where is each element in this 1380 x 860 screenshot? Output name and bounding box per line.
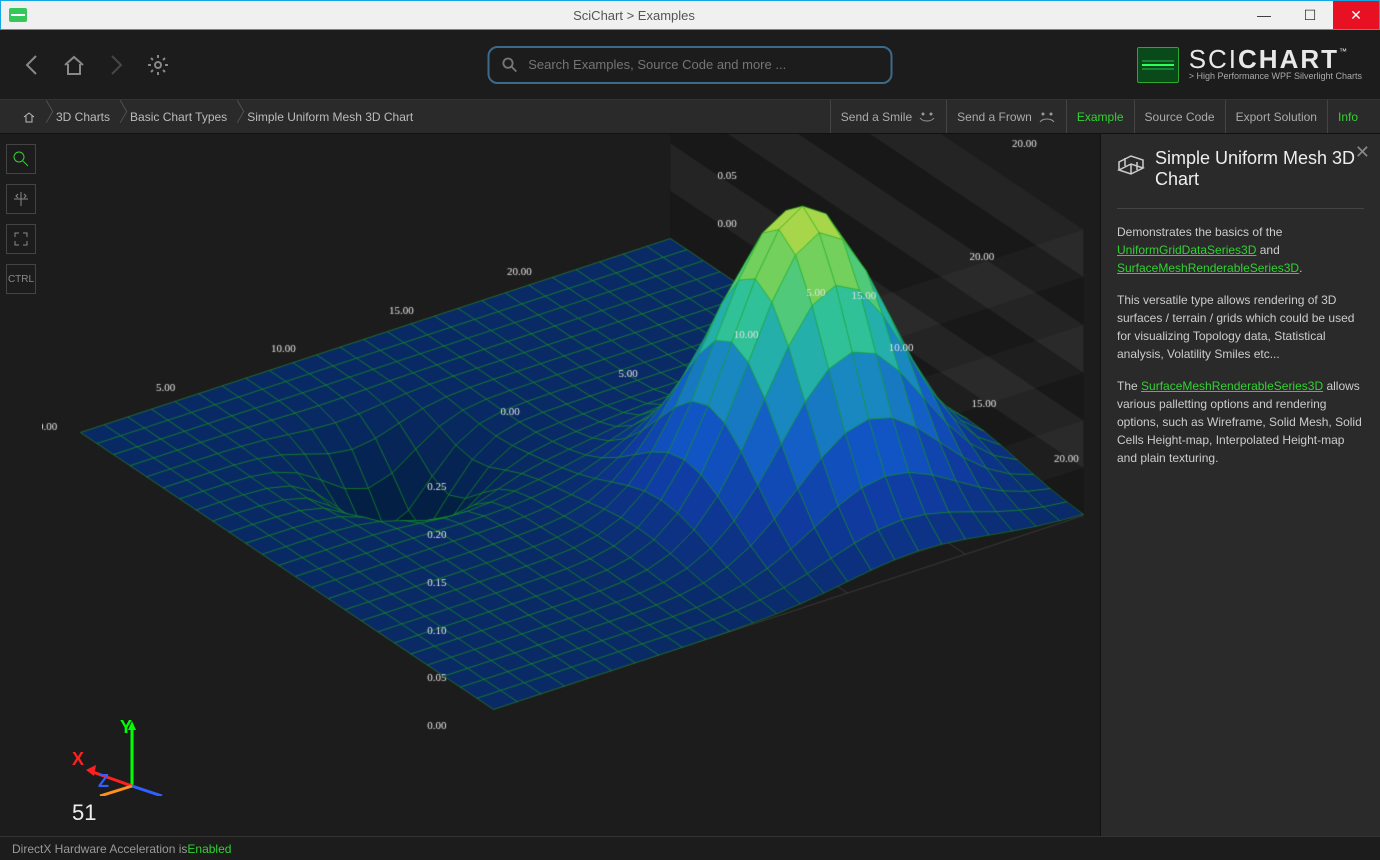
fps-counter: 51 bbox=[72, 800, 96, 826]
gizmo-z-label: Z bbox=[98, 771, 109, 792]
send-smile-button[interactable]: Send a Smile bbox=[830, 100, 946, 133]
send-frown-button[interactable]: Send a Frown bbox=[946, 100, 1066, 133]
titlebar: SciChart > Examples — ☐ ✕ bbox=[0, 0, 1380, 30]
main-toolbar: SCICHART™ > High Performance WPF Silverl… bbox=[0, 30, 1380, 100]
maximize-button[interactable]: ☐ bbox=[1287, 1, 1333, 29]
brand-tagline: > High Performance WPF Silverlight Chart… bbox=[1189, 71, 1362, 81]
home-button[interactable] bbox=[60, 51, 88, 79]
frown-icon bbox=[1038, 110, 1056, 124]
settings-button[interactable] bbox=[144, 51, 172, 79]
breadcrumb-bar: 3D Charts Basic Chart Types Simple Unifo… bbox=[0, 100, 1380, 134]
tab-export-solution[interactable]: Export Solution bbox=[1225, 100, 1327, 133]
tab-example[interactable]: Example bbox=[1066, 100, 1134, 133]
pan-tool[interactable] bbox=[6, 184, 36, 214]
status-prefix: DirectX Hardware Acceleration is bbox=[12, 842, 187, 856]
breadcrumb-item-0[interactable]: 3D Charts bbox=[46, 100, 120, 133]
smile-icon bbox=[918, 110, 936, 124]
info-title: Simple Uniform Mesh 3D Chart bbox=[1155, 148, 1364, 190]
breadcrumb-home[interactable] bbox=[12, 100, 46, 133]
app-icon bbox=[9, 8, 27, 22]
close-button[interactable]: ✕ bbox=[1333, 1, 1379, 29]
link-uniformgrid[interactable]: UniformGridDataSeries3D bbox=[1117, 243, 1256, 257]
gizmo-x-label: X bbox=[72, 749, 84, 770]
ctrl-modifier[interactable]: CTRL bbox=[6, 264, 36, 294]
info-p1: Demonstrates the basics of the UniformGr… bbox=[1117, 223, 1364, 277]
zoom-tool[interactable] bbox=[6, 144, 36, 174]
brand-text-bold: CHART bbox=[1238, 44, 1339, 74]
back-button[interactable] bbox=[18, 51, 46, 79]
brand-logo: SCICHART™ > High Performance WPF Silverl… bbox=[1137, 47, 1362, 83]
info-p2: This versatile type allows rendering of … bbox=[1117, 291, 1364, 363]
search-icon bbox=[502, 56, 519, 74]
window-title: SciChart > Examples bbox=[27, 8, 1241, 23]
link-surfacemesh[interactable]: SurfaceMeshRenderableSeries3D bbox=[1117, 261, 1299, 275]
fullscreen-tool[interactable] bbox=[6, 224, 36, 254]
breadcrumb-item-2[interactable]: Simple Uniform Mesh 3D Chart bbox=[237, 100, 423, 133]
search-box[interactable] bbox=[488, 46, 893, 84]
info-panel: ✕ Simple Uniform Mesh 3D Chart Demonstra… bbox=[1100, 134, 1380, 836]
status-bar: DirectX Hardware Acceleration is Enabled bbox=[0, 836, 1380, 860]
forward-button[interactable] bbox=[102, 51, 130, 79]
chart-viewport[interactable]: Y X Z 51 bbox=[42, 134, 1100, 836]
link-surfacemesh-2[interactable]: SurfaceMeshRenderableSeries3D bbox=[1141, 379, 1323, 393]
chart-toolbar: CTRL bbox=[0, 134, 42, 836]
search-input[interactable] bbox=[528, 57, 878, 72]
info-p3: The SurfaceMeshRenderableSeries3D allows… bbox=[1117, 377, 1364, 467]
breadcrumb-item-1[interactable]: Basic Chart Types bbox=[120, 100, 237, 133]
brand-text-light: SCI bbox=[1189, 44, 1238, 74]
close-info-button[interactable]: ✕ bbox=[1355, 142, 1370, 163]
logo-badge-icon bbox=[1137, 47, 1179, 83]
gizmo-y-label: Y bbox=[120, 717, 132, 738]
mesh-icon bbox=[1117, 152, 1145, 176]
tab-info[interactable]: Info bbox=[1327, 100, 1368, 133]
minimize-button[interactable]: — bbox=[1241, 1, 1287, 29]
home-icon bbox=[22, 110, 36, 124]
tab-source-code[interactable]: Source Code bbox=[1134, 100, 1225, 133]
status-value: Enabled bbox=[187, 842, 231, 856]
